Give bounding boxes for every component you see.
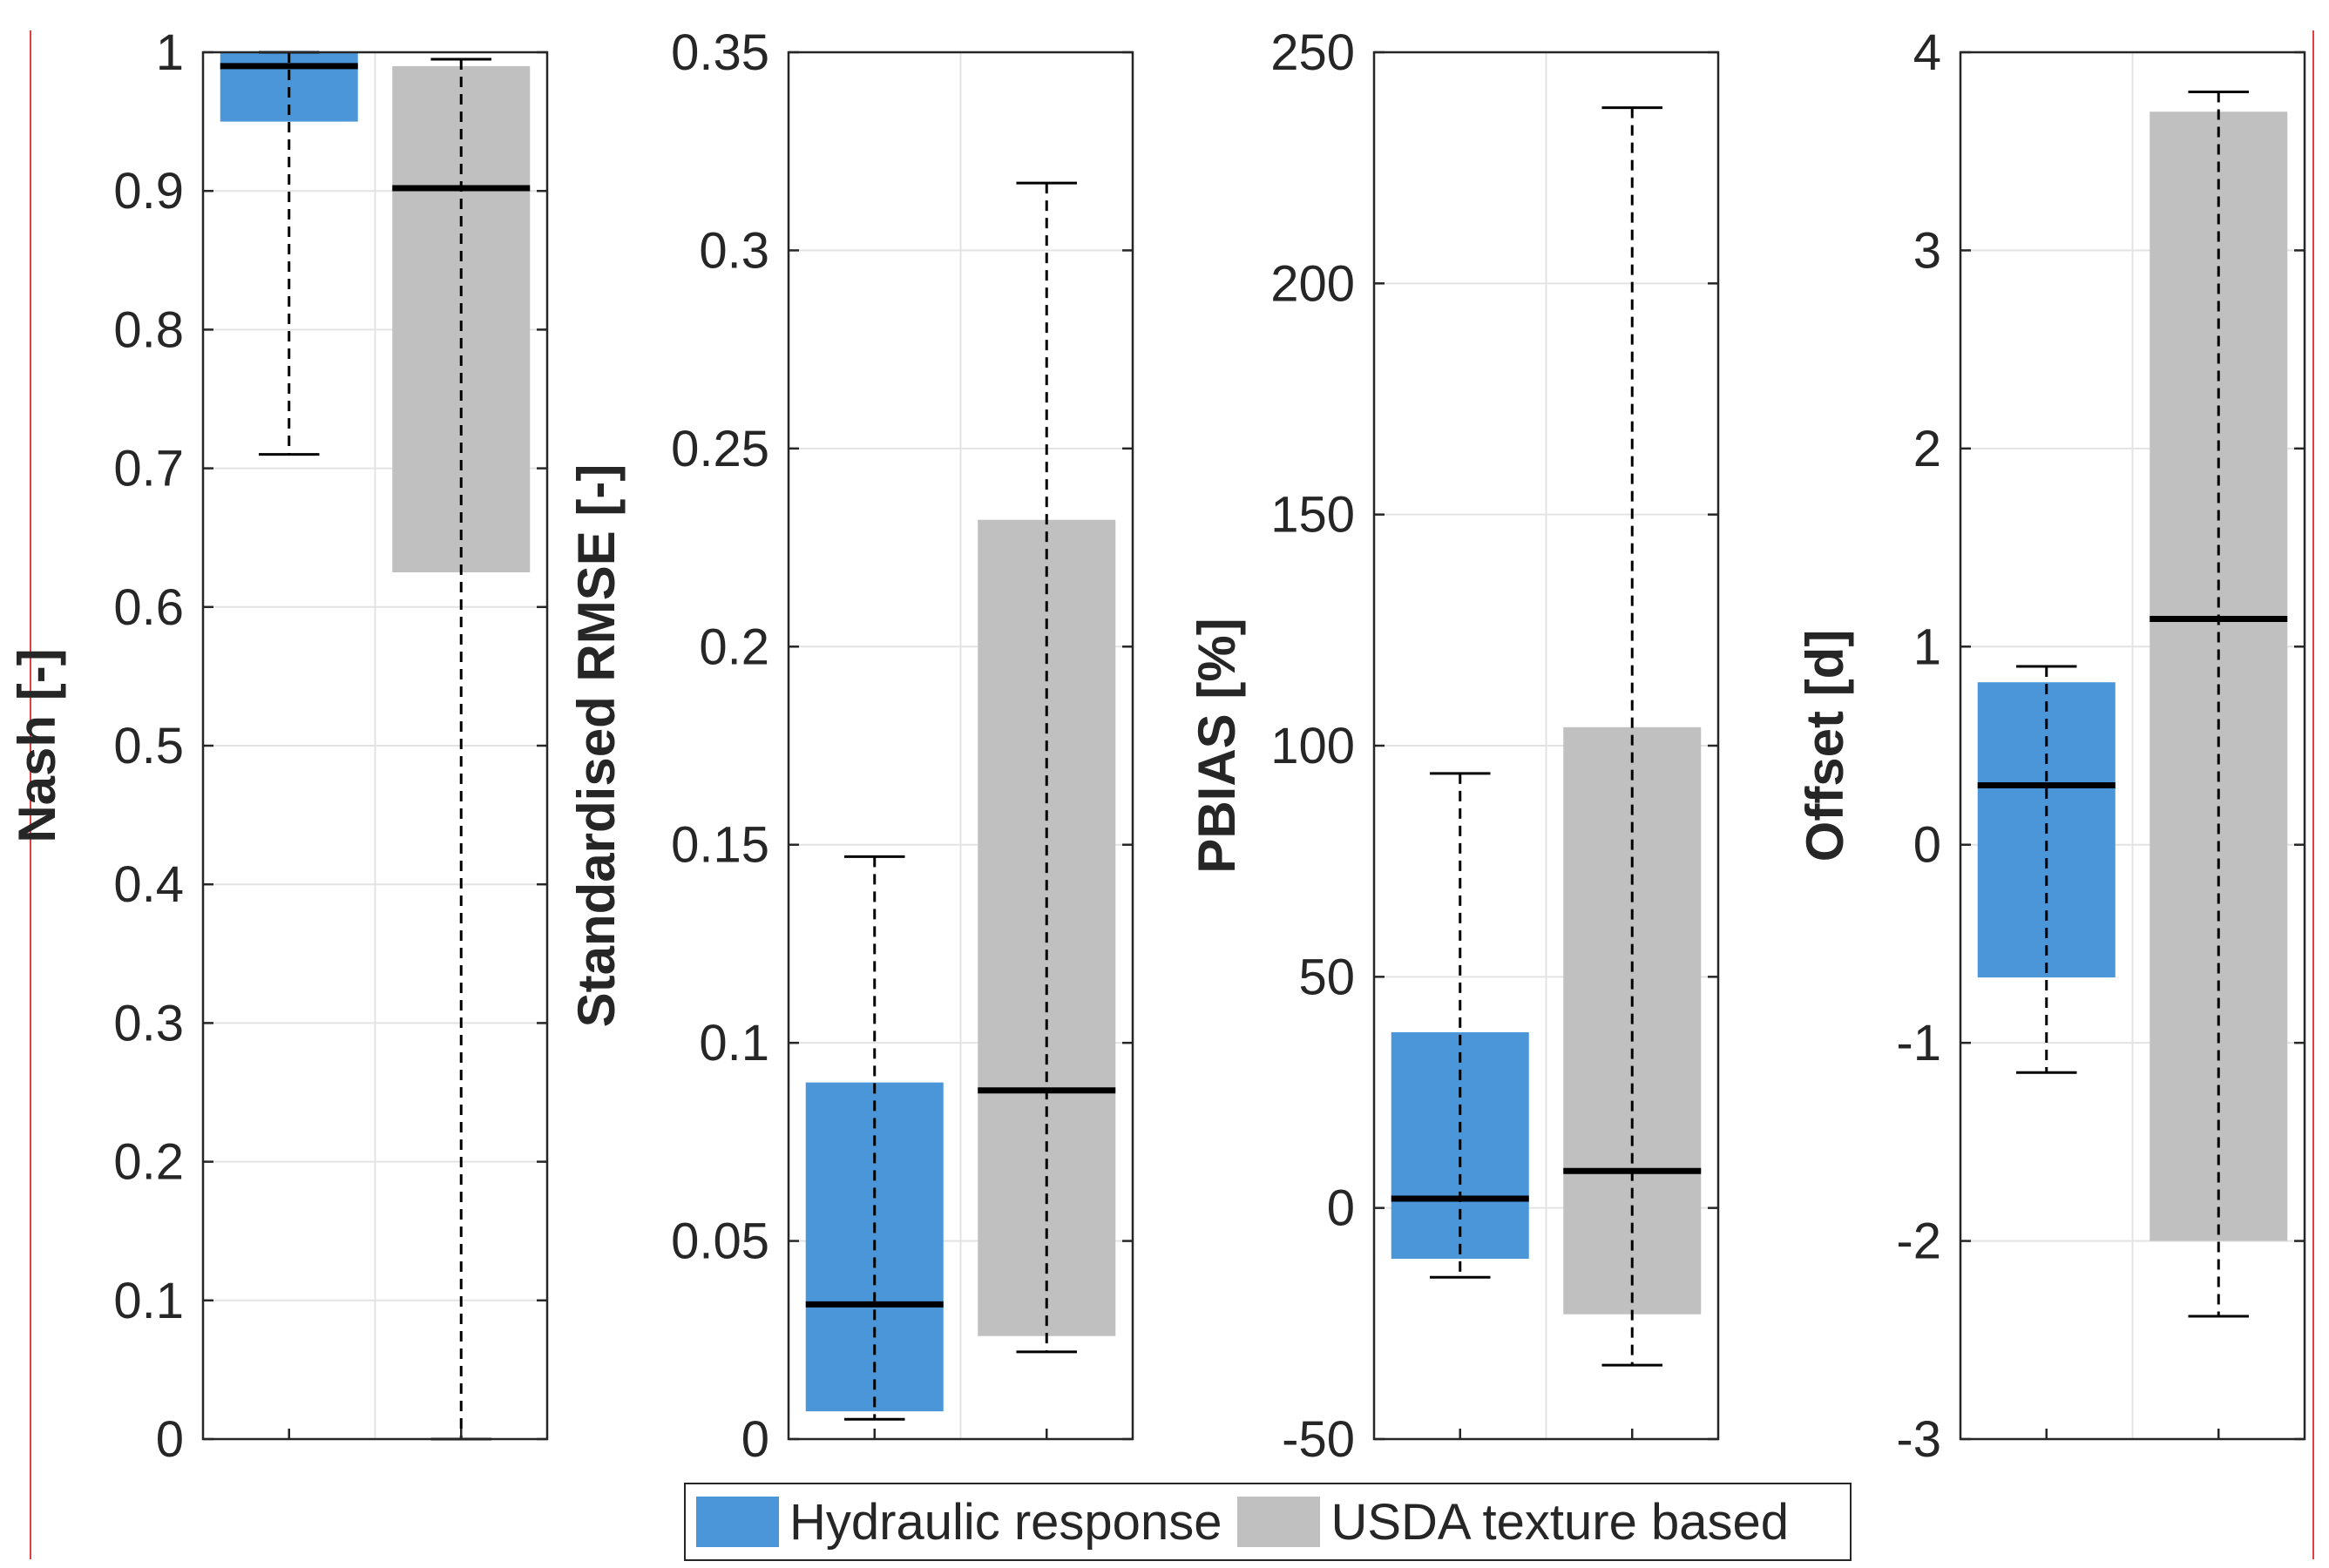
- offset-ytick-label-5: 2: [1913, 421, 1941, 477]
- rmse-ytick-label-4: 0.2: [699, 618, 769, 675]
- nash-ytick-label-5: 0.5: [113, 718, 184, 774]
- pbias-ytick-label-4: 150: [1270, 487, 1355, 544]
- nash-ytick-label-2: 0.2: [113, 1134, 184, 1191]
- pbias-ytick-label-6: 250: [1270, 24, 1355, 81]
- rmse-ytick-label-1: 0.05: [671, 1213, 769, 1270]
- nash-ytick-label-9: 0.9: [113, 163, 184, 220]
- legend-entry-usda: USDA texture based: [1237, 1493, 1789, 1551]
- nash-ytick-label-1: 0.1: [113, 1273, 184, 1329]
- pbias-ytick-label-5: 200: [1270, 255, 1355, 312]
- pbias-ytick-label-2: 50: [1298, 949, 1355, 1005]
- offset-ytick-label-7: 4: [1913, 24, 1941, 81]
- nash-ylabel: Nash [-]: [8, 648, 66, 842]
- rmse-ylabel: Standardised RMSE [-]: [567, 464, 626, 1028]
- rmse-ytick-label-6: 0.3: [699, 222, 769, 279]
- pbias-ytick-label-0: -50: [1282, 1411, 1355, 1468]
- legend: Hydraulic response USDA texture based: [684, 1483, 1852, 1561]
- offset-ytick-label-0: -3: [1896, 1411, 1941, 1468]
- legend-label-usda: USDA texture based: [1330, 1493, 1789, 1551]
- rmse-ytick-label-7: 0.35: [671, 24, 769, 81]
- legend-swatch-usda: [1237, 1497, 1321, 1547]
- rmse-ytick-label-0: 0: [741, 1411, 769, 1468]
- legend-entry-hydraulic: Hydraulic response: [696, 1493, 1222, 1551]
- nash-ytick-label-0: 0: [156, 1411, 184, 1468]
- nash-ytick-label-8: 0.8: [113, 301, 184, 358]
- nash-ytick-label-6: 0.6: [113, 579, 184, 636]
- offset-ytick-label-1: -2: [1896, 1213, 1941, 1270]
- pbias-ylabel: PBIAS [%]: [1188, 618, 1246, 873]
- offset-ylabel: Offset [d]: [1796, 630, 1854, 862]
- pbias-ytick-label-3: 100: [1270, 718, 1355, 774]
- offset-ytick-label-2: -1: [1896, 1015, 1941, 1071]
- rmse-ytick-label-2: 0.1: [699, 1015, 769, 1071]
- pbias-ytick-label-1: 0: [1327, 1180, 1355, 1237]
- nash-ytick-label-7: 0.7: [113, 441, 184, 497]
- rmse-ytick-label-5: 0.25: [671, 421, 769, 477]
- nash-ytick-label-4: 0.4: [113, 856, 184, 913]
- rmse-ytick-label-3: 0.15: [671, 817, 769, 874]
- offset-ytick-label-3: 0: [1913, 817, 1941, 874]
- legend-swatch-hydraulic: [696, 1497, 779, 1547]
- legend-label-hydraulic: Hydraulic response: [789, 1493, 1222, 1551]
- offset-ytick-label-6: 3: [1913, 222, 1941, 279]
- nash-ytick-label-10: 1: [156, 24, 184, 81]
- nash-ytick-label-3: 0.3: [113, 995, 184, 1051]
- rmse-axes-box: [787, 51, 1134, 1441]
- offset-ytick-label-4: 1: [1913, 618, 1941, 675]
- offset-axes-box: [1959, 51, 2306, 1441]
